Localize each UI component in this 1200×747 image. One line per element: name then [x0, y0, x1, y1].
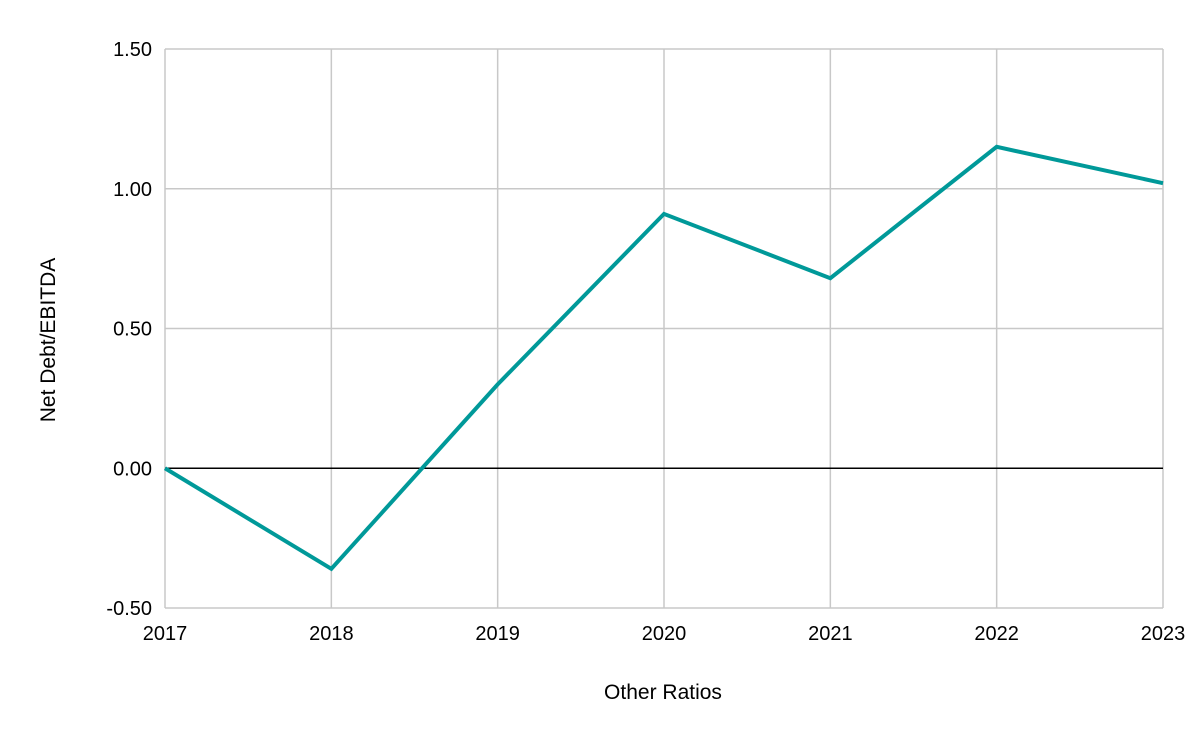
y-tick-label: -0.50 [106, 598, 152, 620]
x-axis-tick-labels: 2017 2018 2019 2020 2021 2022 2023 [143, 623, 1186, 645]
series-lines [163, 144, 1164, 572]
series-line [163, 144, 1164, 572]
x-tick-label: 2019 [475, 623, 520, 645]
y-axis-tick-labels: -0.50 0.00 0.50 1.00 1.50 [106, 39, 152, 620]
y-tick-label: 1.50 [113, 39, 152, 61]
y-axis-title: Net Debt/EBITDA [37, 258, 60, 423]
x-tick-label: 2017 [143, 623, 188, 645]
x-tick-label: 2022 [974, 623, 1019, 645]
x-axis-title: Other Ratios [604, 681, 722, 704]
grid-lines [164, 48, 1164, 609]
x-tick-label: 2018 [309, 623, 354, 645]
y-tick-label: 0.50 [113, 319, 152, 341]
x-tick-label: 2021 [808, 623, 853, 645]
x-tick-label: 2020 [642, 623, 687, 645]
x-tick-label: 2023 [1141, 623, 1186, 645]
y-tick-label: 1.00 [113, 179, 152, 201]
y-tick-label: 0.00 [113, 458, 152, 480]
